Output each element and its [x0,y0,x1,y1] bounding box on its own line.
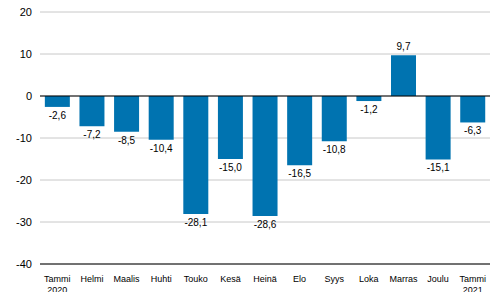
svg-text:Kesä: Kesä [220,274,241,284]
svg-text:Joulu: Joulu [427,274,449,284]
svg-text:-6,3: -6,3 [464,125,482,136]
svg-text:-40: -40 [16,258,32,270]
svg-text:-15,0: -15,0 [219,162,242,173]
svg-text:Elo: Elo [293,274,306,284]
svg-text:-16,5: -16,5 [288,168,311,179]
svg-text:-2,6: -2,6 [49,110,67,121]
svg-text:Maalis: Maalis [114,274,141,284]
svg-text:20: 20 [20,8,32,18]
svg-text:0: 0 [26,90,32,102]
svg-text:Touko: Touko [184,274,208,284]
svg-text:Tammi2020: Tammi2020 [44,274,71,292]
svg-text:-28,1: -28,1 [184,217,207,228]
svg-text:-1,2: -1,2 [360,104,378,115]
svg-text:-10,4: -10,4 [150,143,173,154]
svg-text:-10,8: -10,8 [323,144,346,155]
svg-text:9,7: 9,7 [397,41,411,52]
svg-text:Syys: Syys [324,274,344,284]
svg-text:-20: -20 [16,174,32,186]
svg-text:-10: -10 [16,132,32,144]
svg-text:Loka: Loka [359,274,379,284]
svg-text:-30: -30 [16,216,32,228]
svg-text:Heinä: Heinä [253,274,277,284]
svg-text:-7,2: -7,2 [83,129,101,140]
svg-text:Marras: Marras [389,274,418,284]
svg-text:Huhti: Huhti [151,274,172,284]
svg-text:10: 10 [20,48,32,60]
svg-text:-15,1: -15,1 [427,162,450,173]
svg-text:Tammi2021: Tammi2021 [459,274,486,292]
svg-text:Helmi: Helmi [80,274,103,284]
svg-text:-28,6: -28,6 [254,219,277,230]
svg-text:-8,5: -8,5 [118,135,136,146]
